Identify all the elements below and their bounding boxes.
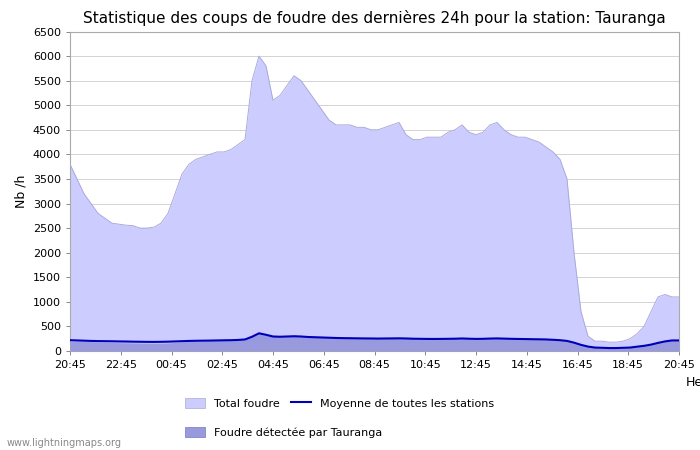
Text: Heure: Heure (686, 376, 700, 389)
Text: www.lightningmaps.org: www.lightningmaps.org (7, 438, 122, 448)
Legend: Foudre détectée par Tauranga: Foudre détectée par Tauranga (186, 427, 382, 437)
Title: Statistique des coups de foudre des dernières 24h pour la station: Tauranga: Statistique des coups de foudre des dern… (83, 10, 666, 26)
Y-axis label: Nb /h: Nb /h (14, 175, 27, 208)
